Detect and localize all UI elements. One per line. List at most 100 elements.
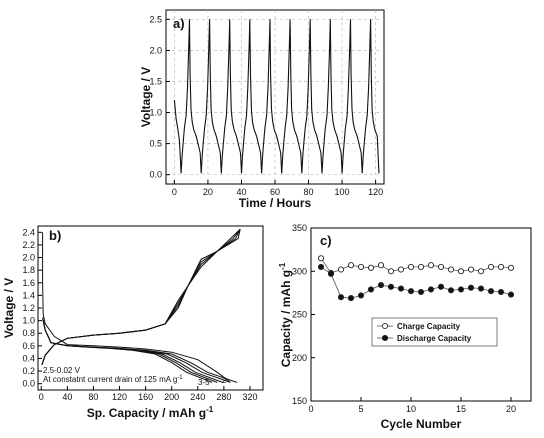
panel-c-xtick-label: 15 (456, 404, 466, 414)
legend-discharge-label: Discharge Capacity (397, 334, 472, 343)
discharge-capacity-point (437, 283, 445, 290)
panel-b-xtick-label: 280 (216, 392, 231, 402)
panel-c-xtick-label: 10 (406, 404, 416, 414)
panel-a-xtick-label: 80 (304, 187, 314, 197)
panel-b-ytick-label: 2.0 (22, 253, 35, 263)
panel-b-ytick-label: 1.8 (22, 265, 35, 275)
discharge-capacity-point (347, 295, 355, 302)
panel-b-voltage-window-note: 2.5-0.02 V (43, 366, 81, 375)
panel-b-xtick-label: 0 (39, 392, 44, 402)
panel-c-ticks: 150 200 250 300 350 0 5 10 15 20 (292, 223, 516, 414)
panel-b-first-discharge (42, 232, 231, 383)
discharge-capacity-point (387, 283, 395, 290)
panel-c-ytick-label: 150 (292, 396, 307, 406)
legend-discharge-marker (381, 334, 389, 342)
panel-a-xtick-label: 100 (335, 187, 350, 197)
panel-b-ytick-label: 0.6 (22, 341, 35, 351)
panel-b-discharge-curve (43, 322, 213, 383)
panel-b-current-note: At constatnt current drain of 125 mA g-1 (43, 375, 183, 384)
panel-a-ticks: 0.0 0.5 1.0 1.5 2.0 2.5 0 20 40 60 80 100 120 (149, 14, 383, 197)
panel-a-ytick-label: 2.5 (149, 14, 162, 24)
discharge-capacity-point (497, 288, 505, 296)
panel-c-ytick-label: 200 (292, 353, 307, 363)
legend-charge-marker (381, 322, 389, 330)
charge-capacity-point (497, 263, 505, 270)
panel-c-frame (310, 227, 532, 402)
charge-capacity-point (377, 262, 385, 269)
panel-b-x-axis-label-sup: -1 (206, 405, 214, 414)
panel-a-label: a) (173, 16, 185, 31)
charge-capacity-point (507, 264, 515, 271)
discharge-capacity-point (357, 292, 365, 299)
discharge-capacity-point (487, 288, 495, 295)
panel-a-xtick-label: 120 (368, 187, 383, 197)
panel-a-voltage-line (173, 19, 380, 174)
panel-a-ytick-label: 2.0 (149, 45, 162, 55)
discharge-capacity-point (397, 285, 405, 292)
charge-capacity-point (387, 268, 395, 275)
charge-capacity-point (407, 263, 415, 270)
panel-a-xtick-label: 60 (270, 187, 280, 197)
discharge-capacity-point (367, 286, 375, 293)
discharge-capacity-point (417, 288, 425, 296)
panel-c-points (317, 255, 515, 302)
panel-b-ytick-label: 1.2 (22, 303, 35, 313)
discharge-capacity-point (507, 291, 515, 298)
panel-a-grid (166, 10, 384, 184)
panel-b-ytick-label: 2.4 (22, 227, 35, 237)
discharge-capacity-point (317, 263, 325, 270)
panel-c-y-axis-label-sup: -1 (278, 262, 287, 270)
panel-b-cycle-label-3-5: 3-5 (198, 378, 210, 387)
panel-b-xtick-label: 320 (242, 392, 257, 402)
discharge-capacity-point (427, 286, 435, 293)
panel-b-x-axis-label-text: Sp. Capacity / mAh g (87, 406, 206, 420)
charge-capacity-point (457, 268, 465, 275)
charge-capacity-point (437, 263, 445, 270)
panel-b-current-note-sup: -1 (177, 375, 183, 381)
panel-c-y-axis-label: Capacity / mAh g-1 (278, 262, 293, 367)
legend-charge-label: Charge Capacity (397, 322, 461, 331)
panel-c-label: c) (320, 233, 332, 248)
panel-c-xtick-label: 20 (506, 404, 516, 414)
panel-c-legend-box (371, 317, 498, 347)
charge-capacity-point (367, 264, 375, 271)
panel-a-ytick-label: 1.0 (149, 108, 162, 118)
discharge-capacity-point (327, 270, 335, 277)
discharge-capacity-point (457, 286, 465, 293)
charge-capacity-point (337, 266, 345, 273)
panel-b-xtick-label: 120 (112, 392, 127, 402)
panel-a-ytick-label: 1.5 (149, 76, 162, 86)
panel-b-xtick-label: 240 (190, 392, 205, 402)
panel-a-x-axis-label: Time / Hours (239, 196, 312, 210)
panel-a-ytick-label: 0.5 (149, 139, 162, 149)
discharge-capacity-point (407, 288, 415, 295)
panel-c-y-axis-label-text: Capacity / mAh g (279, 270, 293, 367)
charge-capacity-point (427, 262, 435, 269)
panel-b-ytick-label: 2.2 (22, 240, 35, 250)
charge-capacity-point (467, 266, 475, 273)
panel-b-ytick-label: 0.8 (22, 328, 35, 338)
panel-b-charge-curve (41, 229, 241, 365)
discharge-capacity-point (467, 284, 475, 291)
charge-capacity-point (397, 266, 405, 273)
panel-b-ytick-label: 0.2 (22, 366, 35, 376)
panel-c: 150 200 250 300 350 0 5 10 15 20 c) Charge Capaci… (278, 223, 532, 431)
panel-b-cycle-label-2: 2 (222, 376, 227, 385)
panel-b-ytick-label: 0.4 (22, 353, 35, 363)
panel-b-xtick-label: 80 (88, 392, 98, 402)
panel-b-xtick-label: 200 (164, 392, 179, 402)
panel-a-voltage-curve (173, 19, 380, 174)
panel-b-ytick-label: 1.6 (22, 278, 35, 288)
panel-c-legend: Charge Capacity Discharge Capacity (371, 317, 498, 347)
discharge-capacity-point (447, 287, 455, 294)
charge-capacity-point (487, 263, 495, 270)
charge-capacity-point (317, 255, 325, 262)
panel-b-curves (41, 228, 241, 383)
panel-c-xtick-label: 0 (308, 404, 313, 414)
charge-capacity-point (447, 266, 455, 273)
charge-capacity-point (477, 268, 485, 275)
panel-b: 0.0 0.2 0.4 0.6 0.8 1.0 1.2 1.4 1.6 1.8 2.0 2.2 2.4 0… (2, 225, 264, 420)
panel-b-xtick-label: 160 (138, 392, 153, 402)
panel-b-current-note-text: At constatnt current drain of 125 mA g (43, 375, 177, 384)
